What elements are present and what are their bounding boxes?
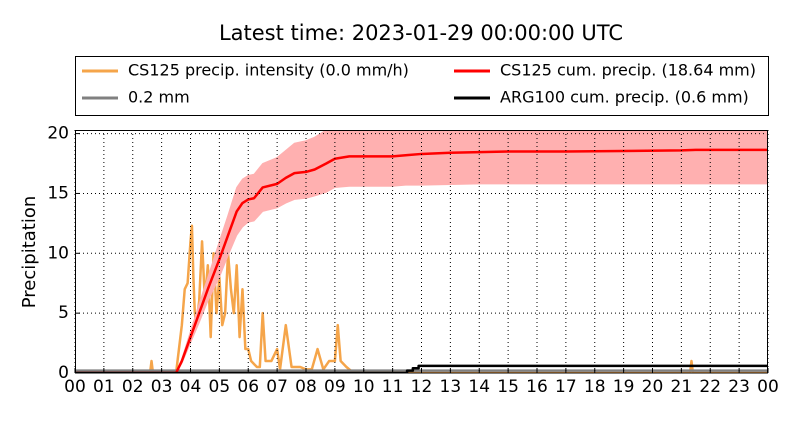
x-tick-label: 08 [295,377,317,397]
series-line [75,148,768,373]
legend-label: CS125 precip. intensity (0.0 mm/h) [128,61,409,80]
x-tick-label: 15 [497,377,519,397]
y-axis-label: Precipitation [19,196,40,309]
x-tick-label: 17 [555,377,577,397]
x-tick-label: 06 [237,377,259,397]
series-line [75,224,768,373]
x-tick-label: 20 [642,377,664,397]
x-tick-label: 18 [584,377,606,397]
x-tick-label: 16 [526,377,548,397]
legend-label: ARG100 cum. precip. (0.6 mm) [500,88,749,107]
x-tick-label: 00 [757,377,779,397]
y-tick-label: 20 [47,124,69,144]
y-tick-label: 15 [47,183,69,203]
chart-title: Latest time: 2023-01-29 00:00:00 UTC [219,21,623,45]
y-tick-label: 5 [58,303,69,323]
x-tick-label: 01 [93,377,115,397]
x-tick-label: 07 [266,377,288,397]
x-tick-label: 13 [440,377,462,397]
x-tick-label: 09 [324,377,346,397]
x-tick-label: 10 [353,377,375,397]
x-tick-label: 12 [411,377,433,397]
x-tick-label: 00 [64,377,86,397]
legend-label: CS125 cum. precip. (18.64 mm) [500,61,756,80]
x-tick-label: 02 [122,377,144,397]
legend-box [75,56,769,116]
x-tick-label: 11 [382,377,404,397]
x-tick-label: 21 [671,377,693,397]
x-tick-label: 03 [151,377,173,397]
x-tick-label: 22 [699,377,721,397]
plot-frame [75,130,768,374]
legend-label: 0.2 mm [128,88,190,107]
series-line [75,364,768,373]
x-tick-label: 19 [613,377,635,397]
plot-area [74,130,769,374]
x-tick-label: 14 [468,377,490,397]
x-tick-label: 23 [728,377,750,397]
x-tick-label: 04 [180,377,202,397]
y-tick-label: 0 [58,363,69,383]
x-tick-label: 05 [209,377,231,397]
y-tick-label: 10 [47,243,69,263]
